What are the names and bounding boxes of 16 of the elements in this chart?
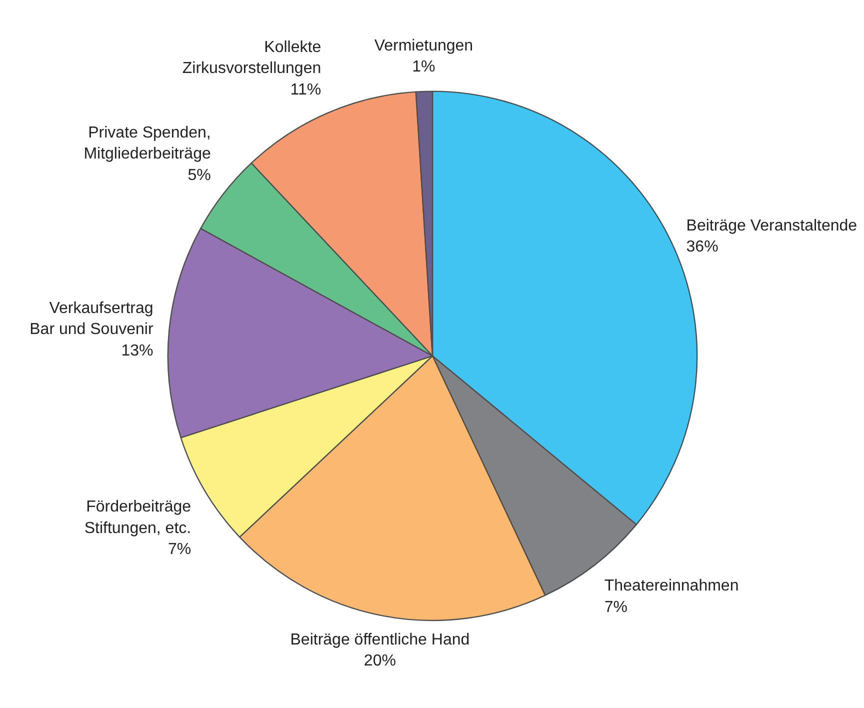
data-label: 7% <box>604 598 628 616</box>
data-label: 11% <box>290 81 322 98</box>
slice-label: Private Spenden, Mitgliederbeiträge <box>84 124 211 163</box>
slice-label: Kollekte Zirkusvorstellungen <box>182 38 322 78</box>
slice-label: Verkaufsertrag Bar und Souvenir <box>30 300 154 338</box>
slice-label: Theatereinnahmen <box>604 578 739 595</box>
data-label: 7% <box>168 541 192 558</box>
data-label: 1% <box>412 58 436 76</box>
slice-label: Beiträge Veranstaltende <box>686 217 858 234</box>
slice-label: Beiträge öffentliche Hand <box>290 631 470 648</box>
data-label: 13% <box>121 342 154 360</box>
data-label: 36% <box>686 238 718 256</box>
slice-label: Vermietungen <box>374 37 474 54</box>
data-label: 5% <box>188 166 211 184</box>
data-label: 20% <box>364 652 396 670</box>
slice-label: Förderbeiträge Stiftungen, etc. <box>84 498 192 537</box>
